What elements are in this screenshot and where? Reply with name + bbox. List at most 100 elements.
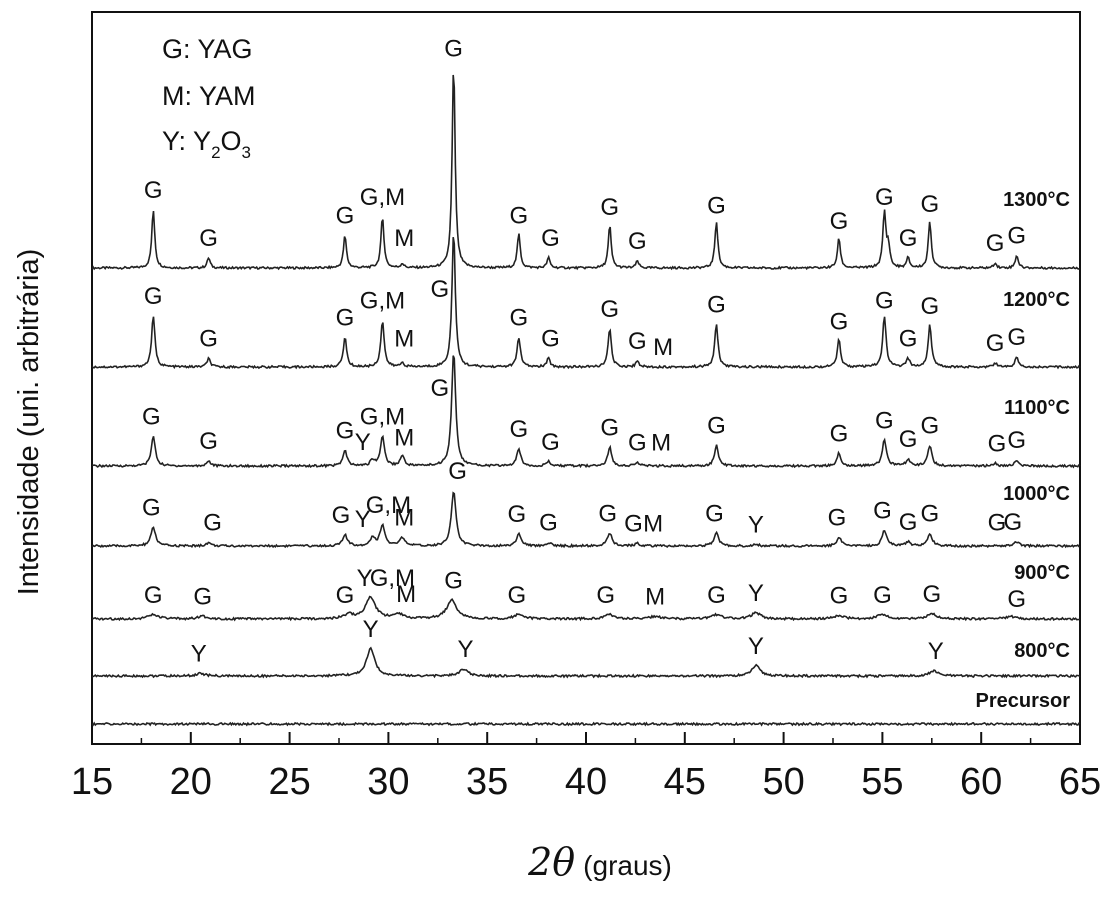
series-temp-label: Precursor: [976, 690, 1071, 712]
peak-label: M: [394, 225, 414, 252]
x-tick-label: 60: [960, 761, 1002, 803]
peak-label: Y: [748, 580, 764, 607]
peak-label: G: [199, 326, 218, 353]
series-temp-label: 1200°C: [1003, 289, 1070, 311]
x-tick-label: 50: [762, 761, 804, 803]
peak-label: Y: [748, 633, 764, 660]
peak-label: G: [988, 510, 1007, 537]
x-tick-label: 15: [71, 761, 113, 803]
peak-label: G: [707, 413, 726, 440]
peak-label: G: [875, 408, 894, 435]
peak-label: G: [539, 510, 558, 537]
series-line-5: [91, 646, 1081, 679]
peak-label: G: [332, 502, 351, 529]
peak-label: M: [653, 334, 673, 361]
peak-label: G: [707, 582, 726, 609]
peak-label: M: [396, 581, 416, 608]
series-line-0: [91, 74, 1081, 271]
legend-entry-yam: M: YAM: [162, 81, 256, 111]
peak-label: G: [448, 458, 467, 485]
peak-label: G: [444, 35, 463, 62]
peak-label: G: [875, 184, 894, 211]
series-line-1: [91, 236, 1081, 370]
x-tick-label: 30: [367, 761, 409, 803]
peak-label: G: [920, 191, 939, 218]
peak-label: G: [830, 420, 849, 447]
peak-label: G: [193, 583, 212, 610]
peak-label: M: [394, 326, 414, 353]
x-tick-label: 40: [565, 761, 607, 803]
peak-label: G: [1007, 427, 1026, 454]
peak-label: G: [922, 581, 941, 608]
plot-frame: [91, 11, 1081, 745]
peak-label: G: [598, 500, 617, 527]
peak-label: G: [707, 193, 726, 220]
peak-label: G: [508, 582, 527, 609]
series-temp-label: 900°C: [1014, 562, 1070, 584]
peak-label: G: [830, 208, 849, 235]
y-axis-title: Intensidade (uni. arbitrária): [13, 249, 45, 596]
series-line-2: [92, 355, 1081, 469]
series-temp-label: 1100°C: [1004, 397, 1070, 419]
series-temp-label: 1000°C: [1003, 483, 1070, 505]
peak-label: M: [645, 583, 665, 610]
peak-label: G: [509, 416, 528, 443]
peak-label: G: [336, 304, 355, 331]
peak-label: G,M: [360, 403, 405, 430]
peak-label: M: [643, 510, 663, 537]
peak-label: Y: [191, 640, 207, 667]
peak-label: G: [899, 426, 918, 453]
peak-label: G: [899, 509, 918, 536]
peak-label: G: [1003, 509, 1022, 536]
peak-label: G: [509, 203, 528, 230]
peak-label: M: [651, 430, 671, 457]
peak-label: G: [199, 428, 218, 455]
series-line-3: [91, 491, 1081, 549]
peak-label: G: [144, 177, 163, 204]
peak-label: G: [336, 418, 355, 445]
series-temp-label: 800°C: [1014, 640, 1070, 662]
peak-label: Y: [363, 616, 379, 643]
peak-label: M: [394, 425, 414, 452]
peak-label: G: [508, 501, 527, 528]
peak-label: G: [199, 225, 218, 252]
peak-label: G: [899, 326, 918, 353]
series-temp-label: 1300°C: [1003, 189, 1070, 211]
series-line-4: [91, 595, 1080, 622]
peak-label: G: [628, 328, 647, 355]
peak-label: G: [873, 498, 892, 525]
peak-label: G,M: [360, 184, 405, 211]
peak-label: G: [144, 283, 163, 310]
peak-label: G: [142, 494, 161, 521]
peak-label: G: [430, 276, 449, 303]
series-group: [91, 74, 1081, 727]
legend-entry-y2o3: Y: Y2O3: [162, 126, 251, 162]
peak-label: G: [1007, 586, 1026, 613]
peak-label: G: [920, 293, 939, 320]
peak-label: G: [142, 403, 161, 430]
peak-label: G: [336, 582, 355, 609]
peak-label: G: [336, 203, 355, 230]
peak-label: G: [628, 228, 647, 255]
peak-label: G: [920, 413, 939, 440]
peak-label: Y: [748, 511, 764, 538]
legend-entry-yag: G: YAG: [162, 34, 253, 64]
peak-label: G: [600, 296, 619, 323]
peak-label: G: [628, 430, 647, 457]
x-tick-label: 65: [1059, 761, 1101, 803]
peak-label: G,M: [370, 565, 415, 592]
peak-label: G: [875, 287, 894, 314]
peak-label: Y: [355, 429, 371, 456]
peak-label: G: [899, 225, 918, 252]
peak-label: G: [830, 309, 849, 336]
legend: G: YAG M: YAM Y: Y2O3: [162, 34, 256, 162]
peak-label: G: [988, 430, 1007, 457]
x-tick-label: 20: [170, 761, 212, 803]
x-tick-label: 35: [466, 761, 508, 803]
peak-label: G: [920, 500, 939, 527]
peak-label: Y: [928, 638, 944, 665]
peak-label: G: [705, 500, 724, 527]
peak-label: G,M: [366, 492, 411, 519]
peak-label: G,M: [360, 287, 405, 314]
